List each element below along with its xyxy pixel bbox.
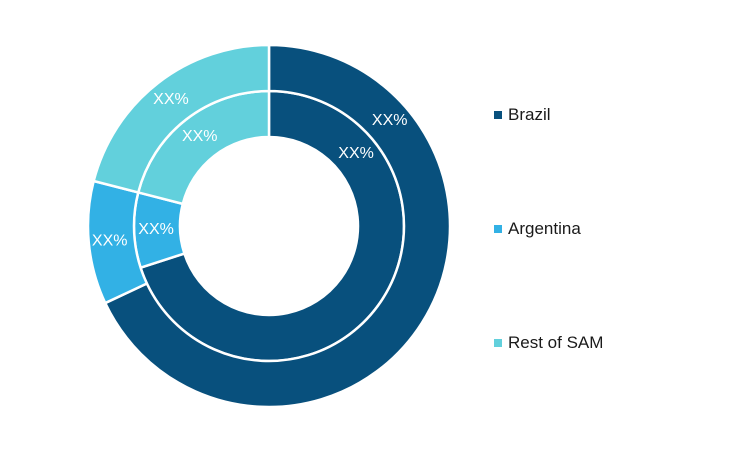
- legend-swatch-argentina: [494, 225, 502, 233]
- outer-ring-label-argentina: XX%: [92, 232, 128, 249]
- slices-group: [86, 43, 452, 409]
- inner-ring-label-brazil: XX%: [338, 145, 374, 162]
- legend-label-argentina: Argentina: [508, 219, 581, 238]
- legend-label-rest-of-sam: Rest of SAM: [508, 333, 604, 352]
- legend-item-argentina: Argentina: [494, 216, 603, 242]
- slice-labels-group: XX% XX% XX% XX% XX% XX%: [92, 91, 408, 249]
- legend-swatch-rest-of-sam: [494, 339, 502, 347]
- inner-ring-label-argentina: XX%: [138, 221, 174, 238]
- chart-legend: Brazil Argentina Rest of SAM: [494, 102, 603, 356]
- inner-ring-label-rest-of-sam: XX%: [182, 128, 218, 145]
- legend-item-brazil: Brazil: [494, 102, 603, 128]
- outer-ring-label-rest-of-sam: XX%: [153, 91, 189, 108]
- outer-ring-label-brazil: XX%: [372, 112, 408, 129]
- legend-label-brazil: Brazil: [508, 105, 551, 124]
- legend-swatch-brazil: [494, 111, 502, 119]
- legend-item-rest-of-sam: Rest of SAM: [494, 330, 603, 356]
- outer-ring-slice-brazil: [103, 43, 452, 409]
- outer-ring-slice-rest-of-sam: [92, 43, 271, 194]
